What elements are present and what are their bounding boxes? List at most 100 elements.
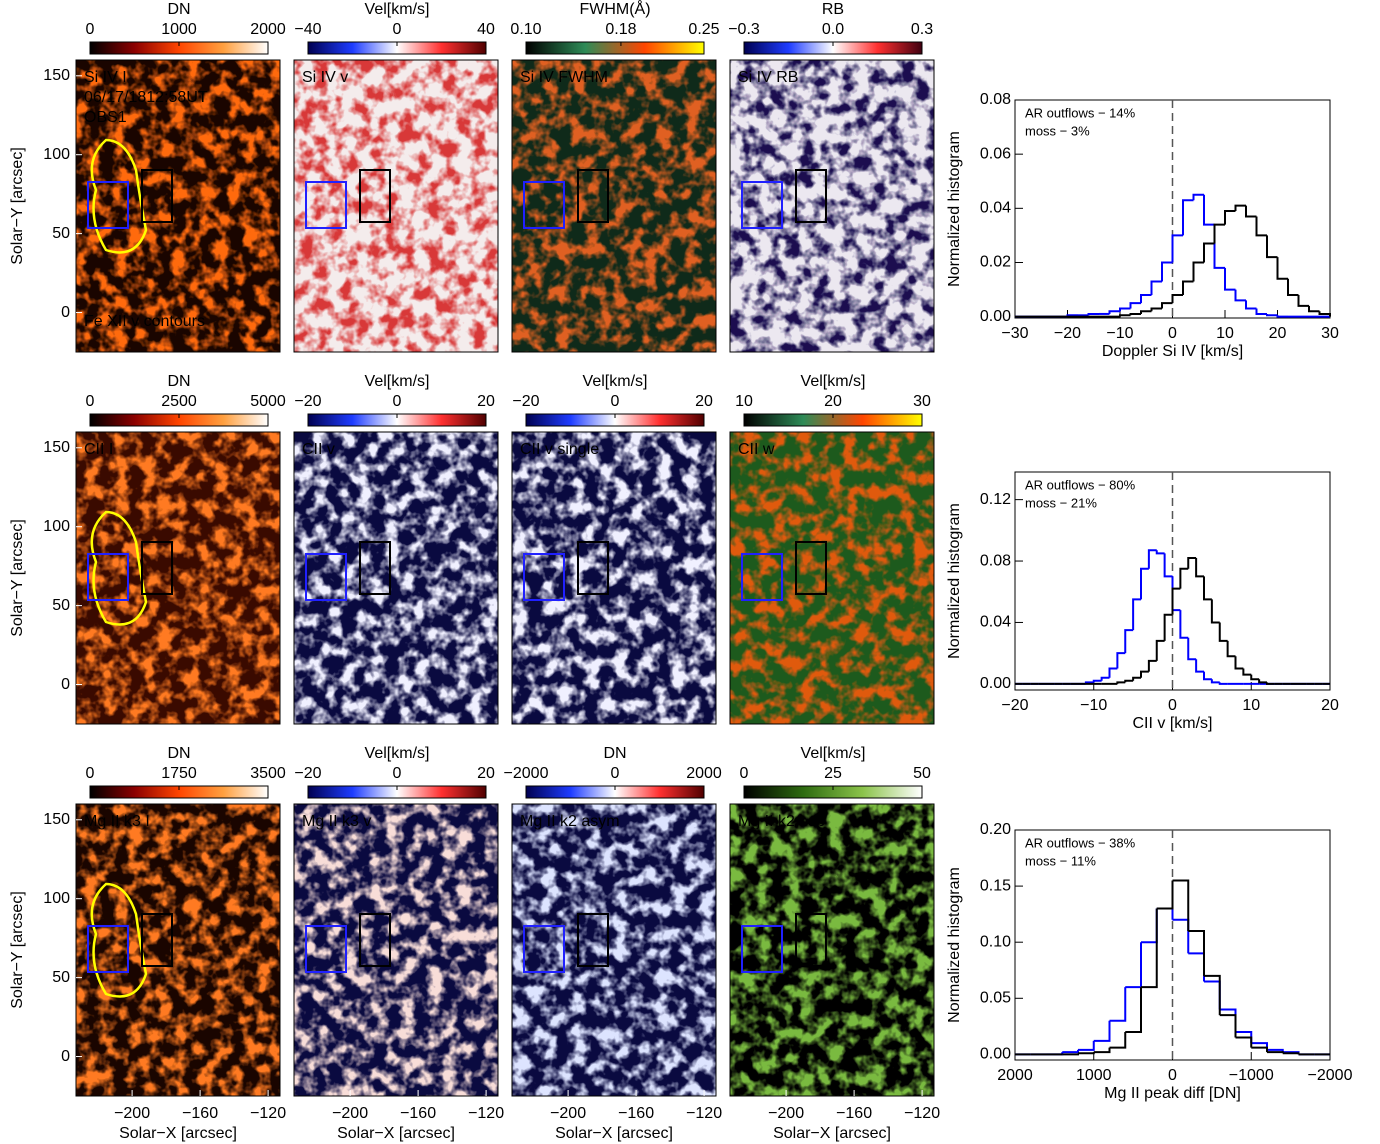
- histogram-step: [1117, 682, 1125, 684]
- histogram-step: [1267, 682, 1275, 684]
- histogram-step: [1173, 576, 1181, 610]
- y-tick-label: 0.00: [980, 675, 1011, 692]
- histogram-step: [1246, 206, 1257, 217]
- histogram-step: [1173, 880, 1189, 930]
- x-tick-label: −160: [400, 1105, 436, 1122]
- x-axis-label: Doppler Si IV [km/s]: [1102, 343, 1243, 360]
- histogram-step: [1204, 195, 1215, 225]
- histogram-step: [1078, 1052, 1094, 1053]
- x-tick-label: 20: [1321, 697, 1339, 714]
- image-texture: [294, 60, 498, 352]
- panel-title: CII w: [738, 441, 775, 458]
- image-texture: [512, 804, 716, 1096]
- colorbar-label: Vel[km/s]: [365, 1, 430, 18]
- x-tick-label: 30: [1321, 325, 1339, 342]
- histogram-step: [1194, 195, 1205, 200]
- colorbar-tick-label: 5000: [250, 393, 286, 410]
- histogram-step: [1094, 1021, 1110, 1041]
- colorbar-tick-label: 3500: [250, 765, 286, 782]
- histogram-step: [1228, 641, 1236, 656]
- histogram-step: [1141, 569, 1149, 600]
- x-tick-label: −120: [686, 1105, 722, 1122]
- histogram-step: [1141, 672, 1149, 678]
- x-tick-label: 0: [1168, 1067, 1177, 1084]
- histogram-step: [1278, 257, 1289, 279]
- histogram-step: [1152, 309, 1163, 312]
- histogram-step: [1125, 987, 1141, 1032]
- x-tick-label: −200: [550, 1105, 586, 1122]
- panel-title: CII v single: [520, 441, 599, 458]
- histogram-step: [1094, 681, 1102, 683]
- histogram-step: [1165, 553, 1173, 576]
- image-texture: [294, 804, 498, 1096]
- x-tick-label: 10: [1216, 325, 1234, 342]
- x-tick-label: 2000: [997, 1067, 1033, 1084]
- colorbar-label: DN: [167, 745, 190, 762]
- histogram-step: [1141, 295, 1152, 303]
- colorbar-tick-label: −0.3: [728, 21, 760, 38]
- legend-entry: AR outflows − 38%: [1025, 835, 1136, 850]
- colorbar-tick-label: 10: [735, 393, 753, 410]
- colorbar-label: DN: [603, 745, 626, 762]
- legend-entry: moss − 3%: [1025, 123, 1090, 138]
- histogram-step: [1278, 315, 1289, 316]
- image-texture: [294, 432, 498, 724]
- image-texture: [730, 432, 934, 724]
- y-tick-label: 0.05: [980, 990, 1011, 1007]
- histogram-step: [1243, 669, 1251, 675]
- histogram-step: [1157, 550, 1165, 553]
- histogram-step: [1196, 558, 1204, 576]
- legend-entry: moss − 21%: [1025, 495, 1097, 510]
- histogram-step: [1188, 638, 1196, 659]
- x-tick-label: −200: [332, 1105, 368, 1122]
- y-tick-label: 150: [43, 67, 70, 84]
- x-tick-label: −1000: [1229, 1067, 1274, 1084]
- annotation: Fe XII v contours: [84, 313, 205, 330]
- histogram-step: [1212, 599, 1220, 622]
- panel-title: Mg II k3 v: [302, 813, 371, 830]
- colorbar-tick-label: 0: [740, 765, 749, 782]
- annotation: 06/17/1812:58UT: [84, 89, 208, 106]
- colorbar-tick-label: 0: [611, 765, 620, 782]
- y-axis-label: Solar−Y [arcsec]: [9, 891, 26, 1009]
- colorbar-tick-label: 25: [824, 765, 842, 782]
- histogram-step: [1225, 211, 1236, 225]
- y-axis-label: Normalized histogram: [946, 131, 963, 287]
- image-texture: [76, 804, 280, 1096]
- y-tick-label: 0: [61, 676, 70, 693]
- x-tick-label: −10: [1080, 697, 1107, 714]
- histogram-step: [1110, 669, 1118, 678]
- histogram-step: [1257, 309, 1268, 314]
- histogram-step: [1141, 909, 1157, 988]
- colorbar-tick-label: 20: [824, 393, 842, 410]
- colorbar-tick-label: 0: [86, 393, 95, 410]
- colorbar-tick-label: 2500: [161, 393, 197, 410]
- colorbar-tick-label: −20: [294, 393, 321, 410]
- histogram-step: [1267, 1052, 1283, 1053]
- y-tick-label: 0.00: [980, 1046, 1011, 1063]
- x-tick-label: −20: [1001, 697, 1028, 714]
- y-tick-label: 0: [61, 304, 70, 321]
- histogram-step: [1157, 641, 1165, 661]
- x-tick-label: −160: [182, 1105, 218, 1122]
- histogram-step: [1196, 659, 1204, 671]
- histogram-step: [1165, 615, 1173, 641]
- histogram-step: [1236, 656, 1244, 668]
- histogram-step: [1220, 1010, 1236, 1032]
- y-tick-label: 0.04: [980, 200, 1011, 217]
- colorbar-tick-label: 20: [695, 393, 713, 410]
- y-axis-label: Solar−Y [arcsec]: [9, 519, 26, 637]
- histogram-step: [1251, 675, 1259, 680]
- x-tick-label: −120: [468, 1105, 504, 1122]
- figure: Si IV I06/17/1812:58UTOBS1Fe XII v conto…: [0, 0, 1380, 1144]
- histogram-step: [1110, 1032, 1126, 1048]
- colorbar-tick-label: 1000: [161, 21, 197, 38]
- histogram-step: [1225, 268, 1236, 290]
- colorbar-tick-label: −2000: [504, 765, 549, 782]
- histogram-step: [1173, 295, 1184, 303]
- y-tick-label: 50: [52, 969, 70, 986]
- histogram-step: [1062, 1053, 1078, 1054]
- histogram-step: [1215, 225, 1226, 244]
- histogram-step: [1149, 550, 1157, 568]
- x-axis-label: Mg II peak diff [DN]: [1104, 1085, 1241, 1102]
